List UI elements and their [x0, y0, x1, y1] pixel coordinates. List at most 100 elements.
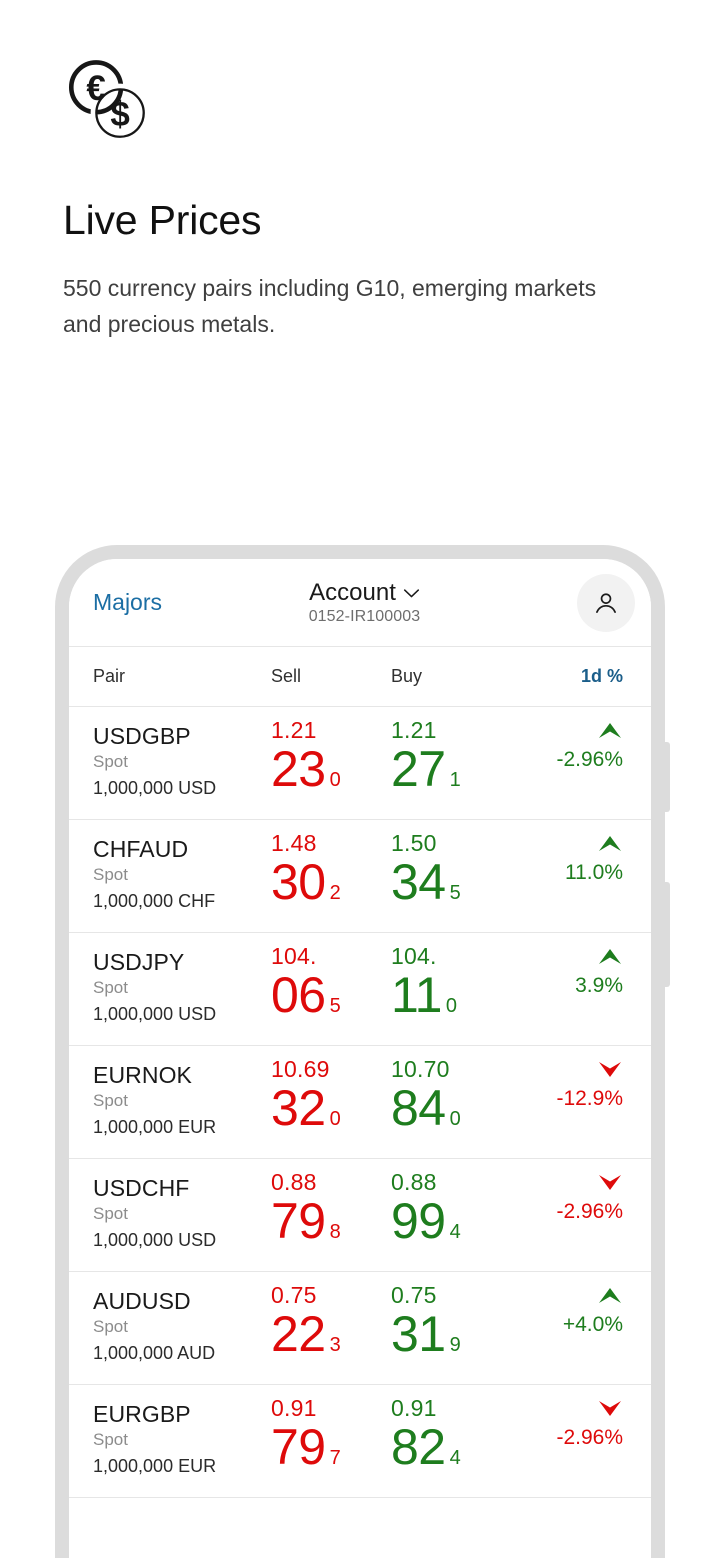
buy-price-cell[interactable]: 1.50 34 5: [391, 832, 521, 924]
column-header-buy[interactable]: Buy: [391, 666, 423, 686]
pair-symbol: EURNOK: [93, 1062, 193, 1088]
buy-price-cell[interactable]: 104. 11 0: [391, 945, 521, 1037]
buy-price-prefix: 0.75: [391, 1282, 437, 1308]
pair-symbol: USDGBP: [93, 723, 191, 749]
sell-price-cell[interactable]: 1.21 23 0: [271, 719, 391, 811]
sell-price-sub: 0: [329, 1108, 341, 1130]
phone-screen: Majors Account 0152-IR100003: [69, 559, 651, 1558]
sell-price-prefix: 1.21: [271, 717, 317, 743]
pair-symbol: USDJPY: [93, 949, 185, 975]
sell-price-big: 06: [271, 967, 326, 1023]
pair-type: Spot: [93, 1430, 128, 1450]
pair-amount: 1,000,000 CHF: [93, 890, 216, 911]
buy-price-cell[interactable]: 0.88 99 4: [391, 1171, 521, 1263]
table-row[interactable]: EURNOK Spot 1,000,000 EUR 10.69 32 0 10.70 84 0-…: [69, 1046, 651, 1159]
table-row[interactable]: USDCHF Spot 1,000,000 USD 0.88 79 8 0.88 99 4 -2.…: [69, 1159, 651, 1272]
sell-price-pips: 79 7: [271, 1422, 391, 1472]
buy-price-prefix: 1.21: [391, 717, 437, 743]
buy-price-big: 34: [391, 854, 446, 910]
column-header-change[interactable]: 1d %: [580, 666, 623, 686]
sell-price-big: 32: [271, 1080, 326, 1136]
sell-price-cell[interactable]: 10.69 32 0: [271, 1058, 391, 1150]
app-header: Majors Account 0152-IR100003: [69, 559, 651, 647]
table-row[interactable]: EURGBP Spot 1,000,000 EUR 0.91 79 7 0.91 82 4 -2.…: [69, 1385, 651, 1498]
sell-price-prefix: 104.: [271, 943, 317, 969]
change-cell: 11.0%: [521, 832, 631, 883]
buy-price-cell[interactable]: 10.70 84 0: [391, 1058, 521, 1150]
sell-price-prefix: 10.69: [271, 1056, 330, 1082]
sell-price-pips: 32 0: [271, 1083, 391, 1133]
change-cell: +4.0%: [521, 1284, 631, 1335]
pair-cell: EURNOK Spot 1,000,000 EUR: [93, 1058, 271, 1138]
page-subtitle: 550 currency pairs including G10, emergi…: [63, 275, 597, 337]
sell-price-cell[interactable]: 104. 06 5: [271, 945, 391, 1037]
buy-price-cell[interactable]: 1.21 27 1: [391, 719, 521, 811]
buy-price-pips: 99 4: [391, 1196, 521, 1246]
buy-price-sub: 4: [449, 1447, 461, 1469]
account-selector[interactable]: Account 0152-IR100003: [152, 579, 577, 626]
sell-price-prefix: 1.48: [271, 830, 317, 856]
svg-text:€: €: [86, 69, 105, 108]
arrow-down-icon: [599, 1401, 621, 1416]
phone-volume-up-button[interactable]: [661, 742, 670, 812]
pair-type: Spot: [93, 865, 128, 885]
sell-price-prefix: 0.88: [271, 1169, 317, 1195]
buy-price-sub: 5: [449, 882, 461, 904]
change-percent: -12.9%: [556, 1087, 623, 1110]
buy-price-prefix: 10.70: [391, 1056, 450, 1082]
pair-type: Spot: [93, 1091, 128, 1111]
sell-price-cell[interactable]: 0.91 79 7: [271, 1397, 391, 1489]
sell-price-prefix: 0.91: [271, 1395, 317, 1421]
buy-price-pips: 84 0: [391, 1083, 521, 1133]
arrow-up-icon: [599, 836, 621, 851]
sell-price-big: 22: [271, 1306, 326, 1362]
buy-price-big: 27: [391, 741, 446, 797]
svg-text:$: $: [110, 95, 129, 134]
pair-type: Spot: [93, 1204, 128, 1224]
table-row[interactable]: USDJPY Spot 1,000,000 USD 104. 06 5 104. 11 0 3.9…: [69, 933, 651, 1046]
table-row[interactable]: AUDUSD Spot 1,000,000 AUD 0.75 22 3 0.75 31 9 +4.…: [69, 1272, 651, 1385]
pair-type: Spot: [93, 752, 128, 772]
phone-volume-down-button[interactable]: [661, 882, 670, 987]
pair-amount: 1,000,000 EUR: [93, 1455, 217, 1476]
buy-price-prefix: 0.91: [391, 1395, 437, 1421]
table-row[interactable]: USDGBP Spot 1,000,000 USD 1.21 23 0 1.21 27 1 -2.…: [69, 707, 651, 820]
sell-price-cell[interactable]: 1.48 30 2: [271, 832, 391, 924]
buy-price-pips: 34 5: [391, 857, 521, 907]
change-cell: -2.96%: [521, 719, 631, 770]
sell-price-cell[interactable]: 0.75 22 3: [271, 1284, 391, 1376]
avatar[interactable]: [577, 573, 635, 632]
account-label: Account: [309, 579, 396, 606]
account-id: 0152-IR100003: [308, 608, 421, 625]
buy-price-pips: 31 9: [391, 1309, 521, 1359]
change-percent: -2.96%: [556, 1426, 623, 1449]
pair-amount: 1,000,000 USD: [93, 777, 217, 798]
column-header-sell[interactable]: Sell: [271, 666, 302, 686]
buy-price-big: 82: [391, 1419, 446, 1475]
pair-symbol: CHFAUD: [93, 836, 189, 862]
buy-price-cell[interactable]: 0.75 31 9: [391, 1284, 521, 1376]
change-percent: +4.0%: [562, 1313, 623, 1336]
change-percent: -2.96%: [556, 1200, 623, 1223]
buy-price-pips: 82 4: [391, 1422, 521, 1472]
pair-amount: 1,000,000 AUD: [93, 1342, 216, 1363]
sell-price-cell[interactable]: 0.88 79 8: [271, 1171, 391, 1263]
column-header-pair[interactable]: Pair: [93, 666, 126, 686]
sell-price-sub: 8: [329, 1221, 341, 1243]
buy-price-big: 99: [391, 1193, 446, 1249]
buy-price-sub: 9: [449, 1334, 461, 1356]
arrow-up-icon: [599, 723, 621, 738]
sell-price-pips: 06 5: [271, 970, 391, 1020]
sell-price-sub: 3: [329, 1334, 341, 1356]
pair-cell: CHFAUD Spot 1,000,000 CHF: [93, 832, 271, 912]
sell-price-sub: 2: [329, 882, 341, 904]
sell-price-pips: 22 3: [271, 1309, 391, 1359]
sell-price-sub: 5: [329, 995, 341, 1017]
pair-amount: 1,000,000 USD: [93, 1003, 217, 1024]
page-title: Live Prices: [63, 197, 262, 243]
buy-price-cell[interactable]: 0.91 82 4: [391, 1397, 521, 1489]
buy-price-prefix: 104.: [391, 943, 437, 969]
table-row[interactable]: CHFAUD Spot 1,000,000 CHF 1.48 30 2 1.50 34 5 11.…: [69, 820, 651, 933]
tab-majors[interactable]: Majors: [93, 589, 163, 615]
chevron-down-icon: [403, 588, 419, 597]
